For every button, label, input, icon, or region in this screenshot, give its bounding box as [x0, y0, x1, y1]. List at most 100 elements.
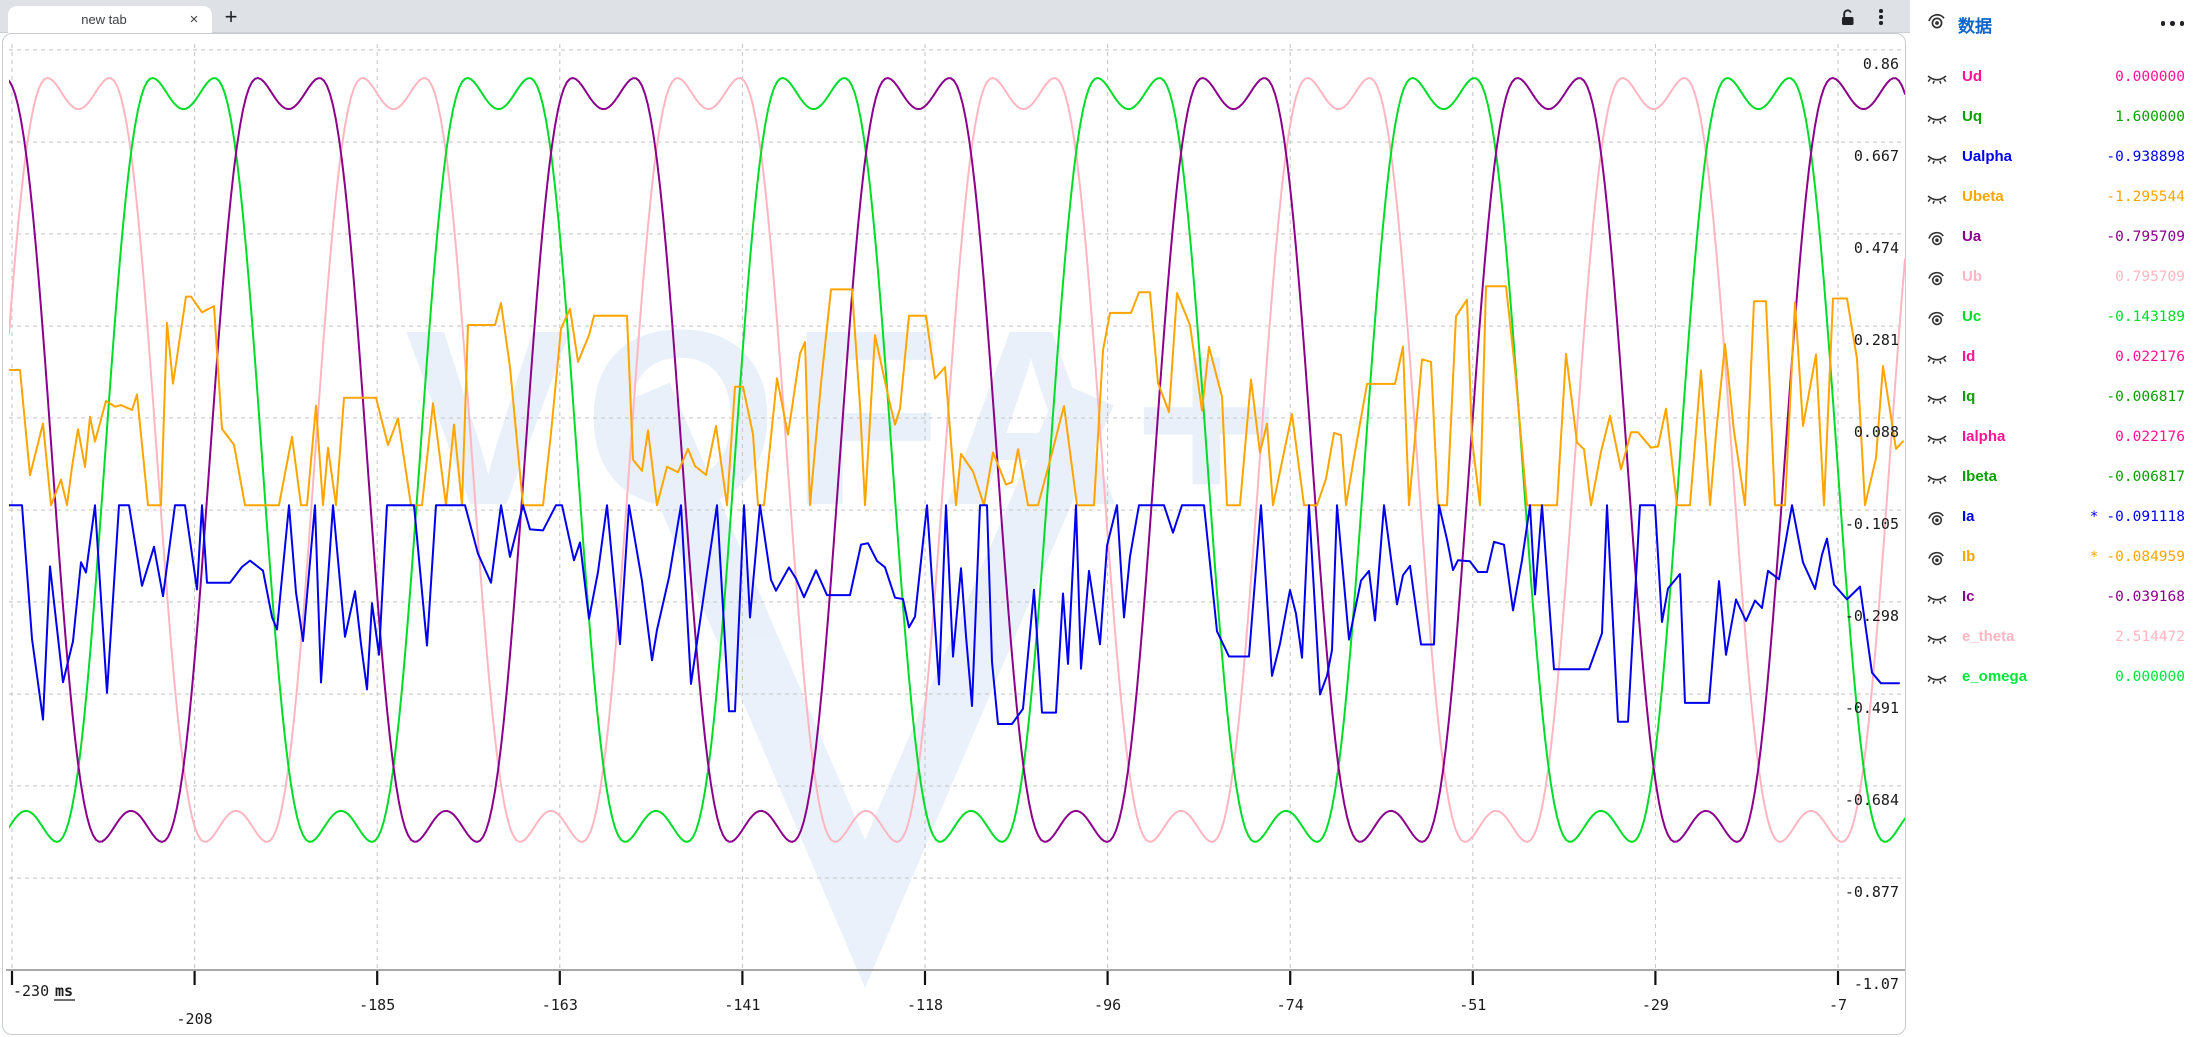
visibility-eye-icon [1926, 12, 1948, 35]
y-tick-label: 0.474 [1854, 239, 1899, 257]
signal-row-Ialpha[interactable]: Ialpha 0.022176 [1910, 418, 2200, 458]
signal-row-Ic[interactable]: Ic -0.039168 [1910, 578, 2200, 618]
waveform-Ua [9, 77, 1905, 843]
signal-value-text: -0.039168 [2106, 589, 2185, 605]
signal-row-Uc[interactable]: Uc -0.143189 [1910, 298, 2200, 338]
sidebar-more-icon[interactable] [2160, 21, 2184, 26]
cursor-star-marker: * [2089, 509, 2099, 525]
eye-closed-icon[interactable] [1926, 70, 1948, 92]
signal-value: -0.795709 [2106, 229, 2185, 245]
tab-new-tab[interactable]: new tab × [8, 6, 212, 33]
y-tick-label: 0.281 [1854, 331, 1899, 349]
eye-closed-icon[interactable] [1926, 470, 1948, 492]
sidebar-title: 数据 [1958, 17, 1992, 36]
eye-closed-icon[interactable] [1926, 670, 1948, 692]
y-tick-label: -0.684 [1845, 791, 1899, 809]
y-tick-label: 0.667 [1854, 147, 1899, 165]
eye-open-icon[interactable] [1926, 550, 1948, 572]
x-tick-label: -141 [724, 996, 760, 1014]
signal-name: Id [1962, 348, 1976, 365]
eye-closed-icon[interactable] [1926, 350, 1948, 372]
new-tab-button[interactable]: + [224, 4, 238, 29]
waveform-Ia [9, 504, 1900, 725]
signal-value-text: -0.084959 [2106, 549, 2185, 565]
y-tick-label: -1.07 [1854, 975, 1899, 993]
eye-open-icon[interactable] [1926, 230, 1948, 252]
y-tick-label: 0.86 [1863, 55, 1899, 73]
signal-row-Ualpha[interactable]: Ualpha -0.938898 [1910, 138, 2200, 178]
signal-value-text: -0.938898 [2106, 149, 2185, 165]
signal-value-text: 2.514472 [2115, 629, 2185, 645]
waveform-Uc [9, 77, 1905, 843]
signal-name: Ub [1962, 268, 1982, 285]
signal-name: e_theta [1962, 628, 2015, 645]
signal-name: Uc [1962, 308, 1982, 325]
y-tick-label: -0.491 [1845, 699, 1899, 717]
y-tick-label: -0.105 [1845, 515, 1899, 533]
waveform-Ib [9, 285, 1904, 507]
signal-value-text: 0.022176 [2115, 349, 2185, 365]
signal-name: Ua [1962, 228, 1982, 245]
waveform-chart[interactable]: VOFA+-230-208-185 -163 -141 -118 -96 -74 -51 -2… [3, 34, 1905, 1034]
x-tick-label: -118 [907, 996, 943, 1014]
signal-name: Ic [1962, 588, 1975, 605]
signal-value: 0.000000 [2115, 69, 2185, 85]
close-tab-icon[interactable]: × [189, 11, 199, 28]
signal-row-Ubeta[interactable]: Ubeta -1.295544 [1910, 178, 2200, 218]
signal-name: Ualpha [1962, 148, 2013, 165]
signal-name: Ib [1962, 548, 1976, 565]
signal-row-Ia[interactable]: Ia * -0.091118 [1910, 498, 2200, 538]
signal-value: * -0.084959 [2090, 549, 2185, 565]
signal-name: Ia [1962, 508, 1975, 525]
eye-open-icon[interactable] [1926, 310, 1948, 332]
signal-value-text: -1.295544 [2106, 189, 2185, 205]
signal-row-Ibeta[interactable]: Ibeta -0.006817 [1910, 458, 2200, 498]
eye-open-icon[interactable] [1926, 510, 1948, 532]
signal-row-Ua[interactable]: Ua -0.795709 [1910, 218, 2200, 258]
waveform-Ub [9, 77, 1905, 843]
signal-row-e_omega[interactable]: e_omega 0.000000 [1910, 658, 2200, 698]
eye-closed-icon[interactable] [1926, 390, 1948, 412]
signal-name: Uq [1962, 108, 1982, 125]
signal-name: e_omega [1962, 668, 2028, 685]
eye-closed-icon[interactable] [1926, 430, 1948, 452]
signal-value: 0.000000 [2115, 669, 2185, 685]
signal-value: 1.600000 [2115, 109, 2185, 125]
signal-row-Iq[interactable]: Iq -0.006817 [1910, 378, 2200, 418]
x-tick-label: -96 [1094, 996, 1121, 1014]
x-tick-label: -163 [542, 996, 578, 1014]
signal-name: Ud [1962, 68, 1982, 85]
eye-closed-icon[interactable] [1926, 150, 1948, 172]
eye-closed-icon[interactable] [1926, 110, 1948, 132]
signal-value: -1.295544 [2106, 189, 2185, 205]
waveform-plot-panel[interactable]: VOFA+ -230 -208 -185 -163 -141 -118 -96 -74 -51 -2… [2, 33, 1906, 1035]
signal-value-text: 0.022176 [2115, 429, 2185, 445]
eye-closed-icon[interactable] [1926, 630, 1948, 652]
eye-closed-icon[interactable] [1926, 190, 1948, 212]
signal-value: * -0.091118 [2090, 509, 2185, 525]
signal-row-Ib[interactable]: Ib * -0.084959 [1910, 538, 2200, 578]
signal-name: Ialpha [1962, 428, 2006, 445]
x-tick-label: -51 [1459, 996, 1486, 1014]
signal-value-text: 0.000000 [2115, 669, 2185, 685]
signal-value: 0.022176 [2115, 429, 2185, 445]
cursor-star-marker: * [2089, 549, 2099, 565]
tab-title: new tab [81, 12, 127, 27]
signal-name: Iq [1962, 388, 1976, 405]
unlocked-padlock-icon [1842, 9, 1854, 25]
kebab-menu-icon[interactable] [1874, 7, 1888, 27]
signal-row-Ud[interactable]: Ud 0.000000 [1910, 58, 2200, 98]
signal-row-Uq[interactable]: Uq 1.600000 [1910, 98, 2200, 138]
signal-row-e_theta[interactable]: e_theta 2.514472 [1910, 618, 2200, 658]
signal-value: -0.039168 [2106, 589, 2185, 605]
eye-closed-icon[interactable] [1926, 590, 1948, 612]
signal-value: 0.795709 [2115, 269, 2185, 285]
eye-open-icon[interactable] [1926, 270, 1948, 292]
x-tick-label: -185 [359, 996, 395, 1014]
x-axis [6, 969, 1905, 985]
signal-value-text: -0.006817 [2106, 469, 2185, 485]
signal-row-Id[interactable]: Id 0.022176 [1910, 338, 2200, 378]
unlock-icon[interactable] [1838, 7, 1858, 27]
signal-value: -0.143189 [2106, 309, 2185, 325]
signal-row-Ub[interactable]: Ub 0.795709 [1910, 258, 2200, 298]
